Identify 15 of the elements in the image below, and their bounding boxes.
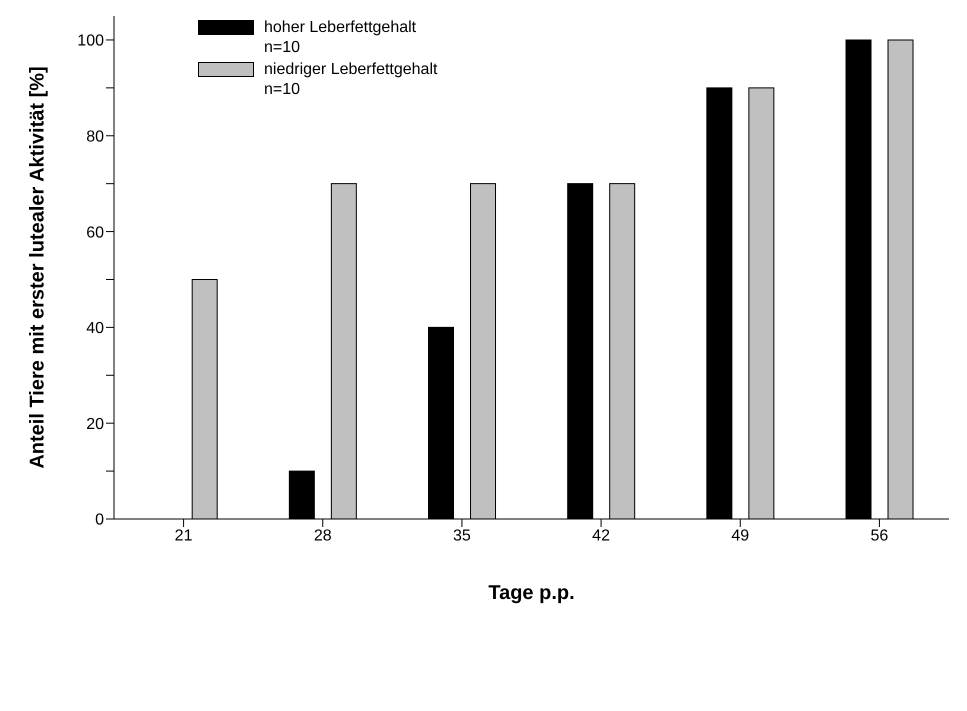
y-tick-label: 60 [86,224,104,242]
y-tick-label: 0 [95,512,104,529]
y-tick-label: 80 [86,128,104,146]
y-tick-label: 100 [77,32,104,50]
y-axis-title: Anteil Tiere mit erster lutealer Aktivität [%] [26,66,48,469]
x-tick-label: 35 [453,527,471,544]
x-axis-title: Tage p.p. [488,582,575,604]
y-tick-label: 40 [86,320,104,338]
x-tick-label: 49 [731,527,750,544]
x-tick-label: 56 [870,527,888,544]
y-tick-label: 20 [86,416,104,433]
legend-label: niedriger Leberfettgehalt n=10 [264,60,438,100]
x-tick-label: 21 [174,527,193,544]
x-tick-label: 28 [314,527,332,544]
x-tick-label: 42 [592,527,610,544]
